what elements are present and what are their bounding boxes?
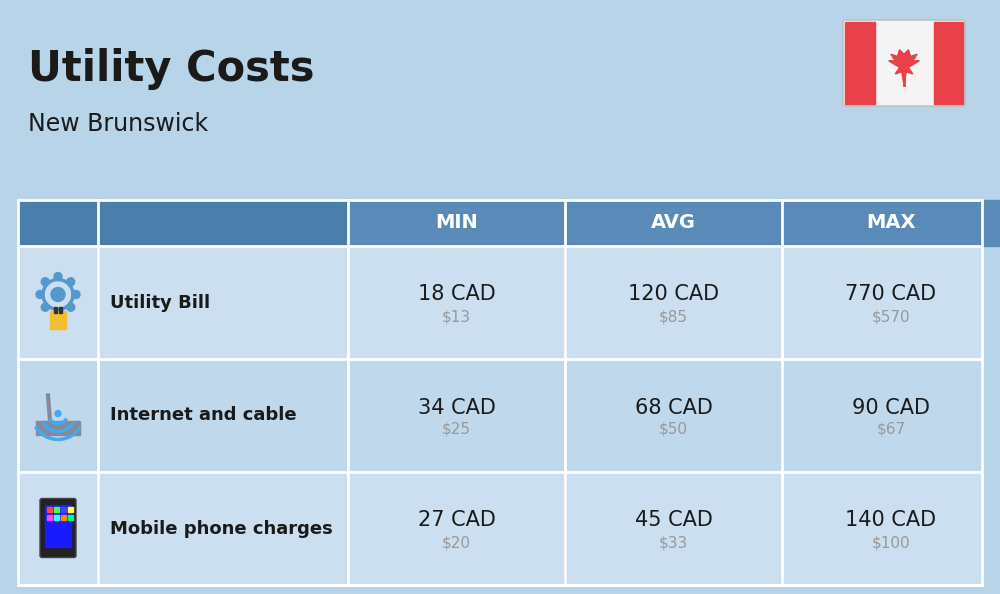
- Bar: [565, 200, 782, 246]
- Bar: [934, 22, 963, 104]
- Text: Mobile phone charges: Mobile phone charges: [110, 520, 333, 538]
- Bar: [348, 200, 565, 246]
- Text: $570: $570: [872, 309, 910, 324]
- Circle shape: [72, 290, 80, 299]
- Circle shape: [54, 308, 62, 317]
- Bar: [18, 359, 982, 472]
- Text: $13: $13: [442, 309, 471, 324]
- Bar: [36, 421, 80, 434]
- Text: 120 CAD: 120 CAD: [628, 285, 719, 305]
- Bar: [47, 507, 52, 511]
- Circle shape: [55, 410, 61, 416]
- Text: 90 CAD: 90 CAD: [852, 397, 930, 418]
- Circle shape: [36, 290, 44, 299]
- Text: 27 CAD: 27 CAD: [418, 510, 495, 530]
- Circle shape: [54, 273, 62, 280]
- Circle shape: [51, 287, 65, 302]
- Bar: [18, 200, 982, 585]
- Text: Internet and cable: Internet and cable: [110, 406, 297, 425]
- Bar: [54, 514, 59, 520]
- Text: $50: $50: [659, 422, 688, 437]
- Text: AVG: AVG: [651, 213, 696, 232]
- Bar: [68, 507, 73, 511]
- Bar: [18, 472, 982, 585]
- Circle shape: [67, 303, 75, 311]
- Bar: [47, 514, 52, 520]
- Bar: [61, 507, 66, 511]
- Text: MIN: MIN: [435, 213, 478, 232]
- Circle shape: [67, 278, 75, 286]
- Bar: [18, 246, 982, 359]
- Text: 18 CAD: 18 CAD: [418, 285, 495, 305]
- FancyBboxPatch shape: [40, 498, 76, 558]
- Text: $100: $100: [872, 535, 910, 550]
- Text: 140 CAD: 140 CAD: [845, 510, 937, 530]
- Bar: [18, 200, 982, 246]
- Bar: [845, 22, 874, 104]
- Bar: [59, 307, 62, 312]
- Text: $20: $20: [442, 535, 471, 550]
- Text: Utility Costs: Utility Costs: [28, 48, 314, 90]
- Text: 34 CAD: 34 CAD: [418, 397, 495, 418]
- Bar: [782, 200, 1000, 246]
- Text: 45 CAD: 45 CAD: [635, 510, 712, 530]
- Text: $33: $33: [659, 535, 688, 550]
- Text: $67: $67: [876, 422, 906, 437]
- Text: 68 CAD: 68 CAD: [635, 397, 712, 418]
- Bar: [54, 507, 59, 511]
- Circle shape: [41, 278, 49, 286]
- Text: 770 CAD: 770 CAD: [845, 285, 937, 305]
- Bar: [68, 514, 73, 520]
- Text: Utility Bill: Utility Bill: [110, 293, 210, 311]
- Circle shape: [41, 303, 49, 311]
- Text: $25: $25: [442, 422, 471, 437]
- Bar: [50, 311, 66, 328]
- Text: $85: $85: [659, 309, 688, 324]
- FancyBboxPatch shape: [843, 20, 965, 106]
- Bar: [61, 514, 66, 520]
- Bar: [45, 504, 71, 546]
- Text: MAX: MAX: [866, 213, 916, 232]
- Text: New Brunswick: New Brunswick: [28, 112, 208, 136]
- Polygon shape: [889, 50, 919, 85]
- Bar: [54, 307, 57, 312]
